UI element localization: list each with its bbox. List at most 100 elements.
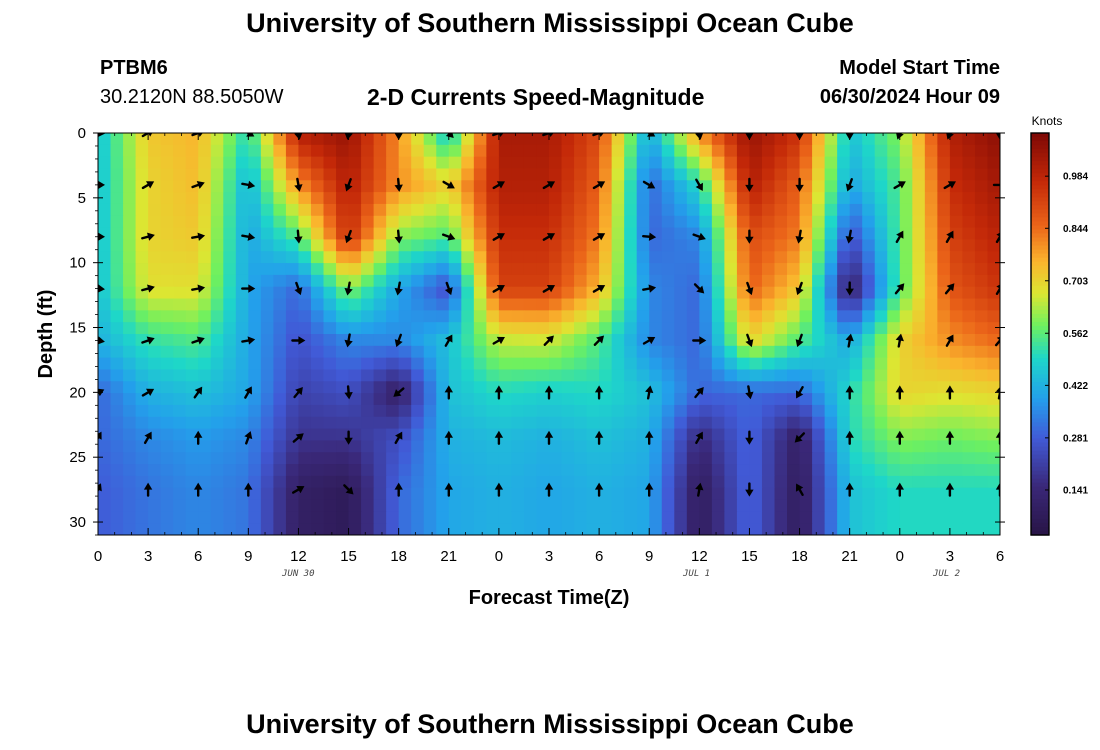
heatmap-cell [336,192,350,205]
heatmap-cell [423,310,437,323]
heatmap-cell [937,156,951,170]
heatmap-cell [461,168,475,181]
heatmap-cell [260,499,274,512]
heatmap-cell [486,487,500,501]
heatmap-cell [749,192,763,205]
heatmap-cell [849,192,863,205]
heatmap-cell [824,369,838,382]
heatmap-cell [899,511,913,524]
heatmap-cell [761,452,776,465]
heatmap-cell [210,156,224,170]
heatmap-cell [511,334,525,347]
current-direction-arrow [394,229,403,244]
heatmap-cell [285,511,300,524]
heatmap-cell [812,215,826,229]
heatmap-cell [235,428,249,442]
colorbar-segment [1031,426,1049,432]
heatmap-cell [523,274,538,288]
heatmap-cell [711,239,725,252]
current-direction-arrow [992,183,1000,187]
heatmap-cell [937,144,951,158]
heatmap-cell [674,487,688,501]
heatmap-cell [937,263,951,276]
heatmap-cell [160,168,174,181]
heatmap-cell [185,322,199,335]
heatmap-cell [949,357,964,371]
heatmap-cell [260,523,274,535]
heatmap-cell [223,156,237,170]
current-direction-arrow [745,333,754,348]
heatmap-cell [887,286,901,300]
heatmap-cell [561,334,575,347]
heatmap-cell [273,227,287,241]
heatmap-cell [912,464,926,477]
heatmap-cell [235,322,249,335]
heatmap-cell [348,310,362,323]
heatmap-cell [260,428,274,442]
heatmap-cell [987,298,1000,311]
heatmap-cell [761,322,776,335]
current-direction-arrow [645,385,654,400]
heatmap-cell [486,440,500,453]
heatmap-cell [285,381,300,394]
heatmap-cell [674,357,688,371]
heatmap-cell [110,523,124,535]
heatmap-cell [348,393,362,406]
heatmap-cell [636,274,650,288]
heatmap-cell [498,487,513,501]
heatmap-cell [987,192,1000,205]
heatmap-cell [711,404,725,418]
heatmap-cell [974,334,989,347]
heatmap-cell [536,239,550,252]
heatmap-cell [774,286,788,300]
heatmap-cell [724,511,738,524]
heatmap-cell [686,322,700,335]
heatmap-cell [310,215,325,229]
heatmap-cell [323,133,337,146]
heatmap-cell [561,274,575,288]
heatmap-cell [323,263,337,276]
heatmap-cell [498,239,513,252]
heatmap-cell [436,239,450,252]
heatmap-cell [812,156,826,170]
heatmap-cell [711,428,725,442]
heatmap-cell [937,440,951,453]
heatmap-cell [987,440,1000,453]
heatmap-cell [699,133,713,146]
heatmap-cell [812,452,826,465]
heatmap-cell [661,227,675,241]
colorbar-segment [1031,201,1049,206]
heatmap-cell [636,203,650,217]
heatmap-cell [599,156,613,170]
heatmap-cell [749,416,763,430]
heatmap-cell [386,416,400,430]
heatmap-cell [987,487,1000,501]
heatmap-cell [874,156,888,170]
station-coordinates: 30.2120N 88.5050W [100,86,284,108]
heatmap-cell [699,487,713,501]
heatmap-cell [448,369,462,382]
heatmap-cell [812,487,826,501]
heatmap-cell [135,322,149,335]
heatmap-cell [411,310,425,323]
heatmap-cell [148,298,162,311]
heatmap-cell [123,322,137,335]
current-direction-arrow [543,335,554,346]
heatmap-cell [586,263,600,276]
heatmap-cell [498,381,513,394]
heatmap-cell [887,523,901,535]
heatmap-cell [160,428,174,442]
heatmap-cell [260,416,274,430]
heatmap-cell [173,369,187,382]
y-tick-label: 25 [69,449,86,466]
current-direction-arrow [292,485,305,494]
heatmap-cell [937,393,951,406]
heatmap-cell [974,452,989,465]
heatmap-cell [874,274,888,288]
heatmap-cell [298,404,312,418]
current-direction-arrow [542,233,556,241]
heatmap-cell [611,404,625,418]
colorbar-segment [1031,261,1049,267]
heatmap-cell [674,144,688,158]
heatmap-cell [285,133,300,146]
